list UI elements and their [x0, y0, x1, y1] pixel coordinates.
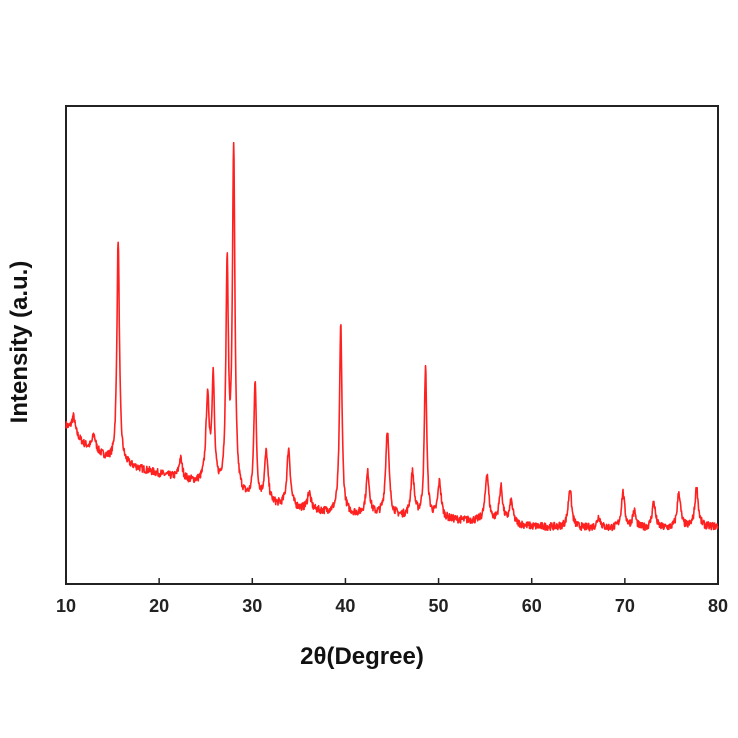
plot-frame [65, 105, 719, 585]
x-tick-label: 40 [335, 596, 355, 616]
x-tick-label: 20 [149, 596, 169, 616]
x-axis-tick-labels: 10 20 30 40 50 60 70 80 [56, 596, 728, 616]
x-tick-label: 10 [56, 596, 76, 616]
x-tick-label: 50 [429, 596, 449, 616]
y-axis-title: Intensity (a.u.) [6, 261, 33, 424]
x-axis-title: 2θ(Degree) [300, 643, 424, 670]
x-axis-ticks [65, 578, 719, 584]
x-tick-label: 60 [522, 596, 542, 616]
x-tick-label: 70 [615, 596, 635, 616]
x-tick-label: 80 [708, 596, 728, 616]
x-tick-label: 30 [242, 596, 262, 616]
series-line [65, 141, 719, 532]
